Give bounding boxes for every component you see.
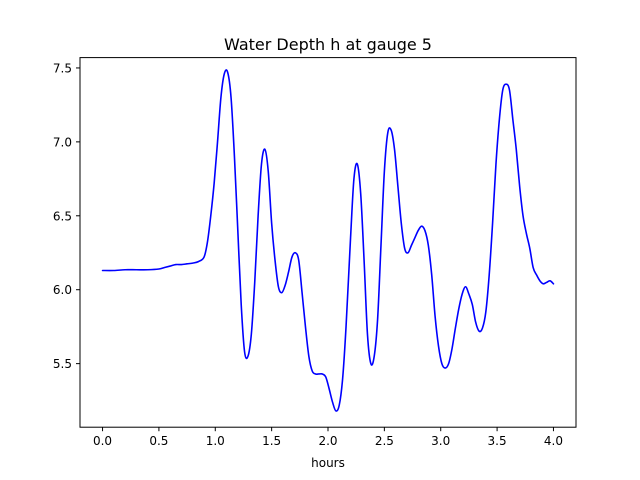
x-tick-label: 4.0: [544, 434, 563, 448]
x-axis-ticks: 0.0 0.5 1.0 1.5 2.0 2.5 3.0 3.5 4.0: [93, 427, 563, 448]
x-axis-label: hours: [311, 456, 345, 470]
x-tick-label: 2.0: [318, 434, 337, 448]
x-tick-label: 2.5: [375, 434, 394, 448]
series-line: [101, 69, 555, 412]
chart-title: Water Depth h at gauge 5: [224, 35, 432, 54]
y-tick-label: 7.5: [53, 61, 72, 75]
y-axis-ticks: 5.5 6.0 6.5 7.0 7.5: [53, 61, 80, 371]
x-tick-label: 1.0: [206, 434, 225, 448]
x-tick-label: 0.0: [93, 434, 112, 448]
x-tick-label: 3.5: [488, 434, 507, 448]
y-tick-label: 7.0: [53, 135, 72, 149]
y-tick-label: 5.5: [53, 357, 72, 371]
y-tick-label: 6.5: [53, 209, 72, 223]
x-tick-label: 1.5: [262, 434, 281, 448]
x-tick-label: 3.0: [431, 434, 450, 448]
x-tick-label: 0.5: [149, 434, 168, 448]
y-tick-label: 6.0: [53, 283, 72, 297]
series-group: [101, 69, 555, 412]
